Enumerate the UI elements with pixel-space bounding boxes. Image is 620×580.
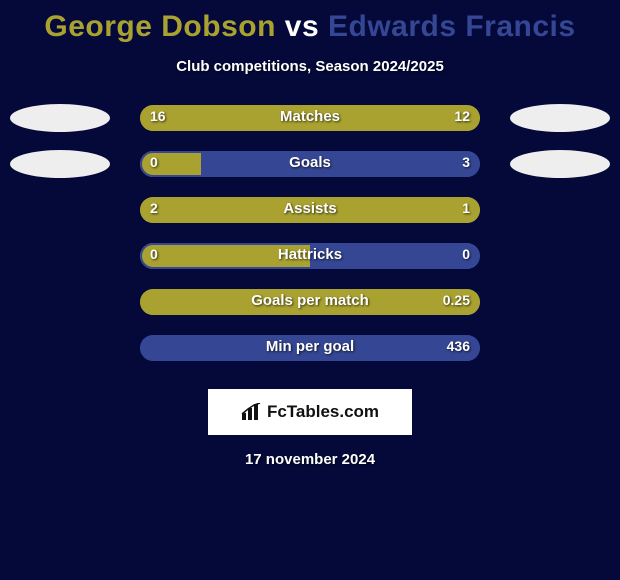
player1-oval [10,150,110,178]
title-player1: George Dobson [44,10,276,43]
stat-value-right: 436 [447,338,470,354]
player1-oval [10,104,110,132]
stat-bar: 16Matches12 [140,105,480,131]
stat-row: 0Hattricks0 [0,243,620,289]
stat-value-right: 3 [462,154,470,170]
stat-bar: 2Assists1 [140,197,480,223]
stat-label: Assists [140,200,480,217]
stat-label: Goals [140,154,480,171]
stat-row: Goals per match0.25 [0,289,620,335]
stat-value-right: 1 [462,200,470,216]
stat-bar: 0Hattricks0 [140,243,480,269]
stat-label: Goals per match [140,292,480,309]
player2-oval [510,150,610,178]
title-player2: Edwards Francis [328,10,576,43]
stat-bar: 0Goals3 [140,151,480,177]
logo-box: FcTables.com [208,389,412,435]
stat-value-right: 0.25 [443,292,470,308]
stat-label: Min per goal [140,338,480,355]
stat-row: 2Assists1 [0,197,620,243]
stat-value-right: 12 [454,108,470,124]
stat-row: 16Matches12 [0,105,620,151]
stat-rows: 16Matches120Goals32Assists10Hattricks0Go… [0,105,620,381]
stat-bar: Min per goal436 [140,335,480,361]
stat-label: Matches [140,108,480,125]
stat-label: Hattricks [140,246,480,263]
logo: FcTables.com [241,402,379,422]
subtitle: Club competitions, Season 2024/2025 [0,58,620,75]
title-vs: vs [285,10,319,43]
stat-row: 0Goals3 [0,151,620,197]
stat-bar: Goals per match0.25 [140,289,480,315]
date: 17 november 2024 [0,451,620,468]
stat-value-right: 0 [462,246,470,262]
bars-icon [241,403,263,421]
comparison-title: George Dobson vs Edwards Francis [0,0,620,44]
logo-text: FcTables.com [267,402,379,422]
player2-oval [510,104,610,132]
stat-row: Min per goal436 [0,335,620,381]
